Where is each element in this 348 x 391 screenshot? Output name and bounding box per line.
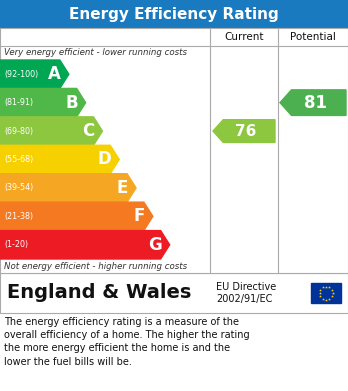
Bar bbox=[0, 273, 348, 313]
Text: Potential: Potential bbox=[290, 32, 336, 42]
Text: Very energy efficient - lower running costs: Very energy efficient - lower running co… bbox=[4, 48, 187, 57]
Text: EU Directive
2002/91/EC: EU Directive 2002/91/EC bbox=[216, 282, 276, 304]
Polygon shape bbox=[0, 88, 86, 117]
Text: (55-68): (55-68) bbox=[4, 155, 33, 164]
Text: (92-100): (92-100) bbox=[4, 70, 38, 79]
Text: (39-54): (39-54) bbox=[4, 183, 33, 192]
Text: Current: Current bbox=[224, 32, 264, 42]
Polygon shape bbox=[0, 60, 69, 88]
Polygon shape bbox=[280, 90, 346, 115]
Text: The energy efficiency rating is a measure of the
overall efficiency of a home. T: The energy efficiency rating is a measur… bbox=[4, 317, 250, 367]
Text: D: D bbox=[97, 151, 111, 169]
Text: (81-91): (81-91) bbox=[4, 98, 33, 107]
Bar bbox=[0, 0, 348, 28]
Polygon shape bbox=[0, 174, 136, 202]
Text: (1-20): (1-20) bbox=[4, 240, 28, 249]
Text: B: B bbox=[65, 93, 78, 112]
Text: England & Wales: England & Wales bbox=[7, 283, 191, 303]
Polygon shape bbox=[213, 120, 275, 142]
Polygon shape bbox=[0, 202, 153, 231]
Bar bbox=[0, 28, 348, 273]
Bar bbox=[311, 283, 341, 303]
Text: (69-80): (69-80) bbox=[4, 127, 33, 136]
Polygon shape bbox=[0, 145, 119, 174]
Polygon shape bbox=[0, 117, 102, 145]
Text: Not energy efficient - higher running costs: Not energy efficient - higher running co… bbox=[4, 262, 187, 271]
Polygon shape bbox=[0, 231, 170, 259]
Text: 81: 81 bbox=[304, 93, 327, 112]
Text: F: F bbox=[134, 207, 145, 225]
Text: (21-38): (21-38) bbox=[4, 212, 33, 221]
Text: A: A bbox=[48, 65, 61, 83]
Text: 76: 76 bbox=[235, 124, 257, 138]
Text: Energy Efficiency Rating: Energy Efficiency Rating bbox=[69, 7, 279, 22]
Text: E: E bbox=[117, 179, 128, 197]
Text: C: C bbox=[82, 122, 94, 140]
Text: G: G bbox=[148, 236, 162, 254]
